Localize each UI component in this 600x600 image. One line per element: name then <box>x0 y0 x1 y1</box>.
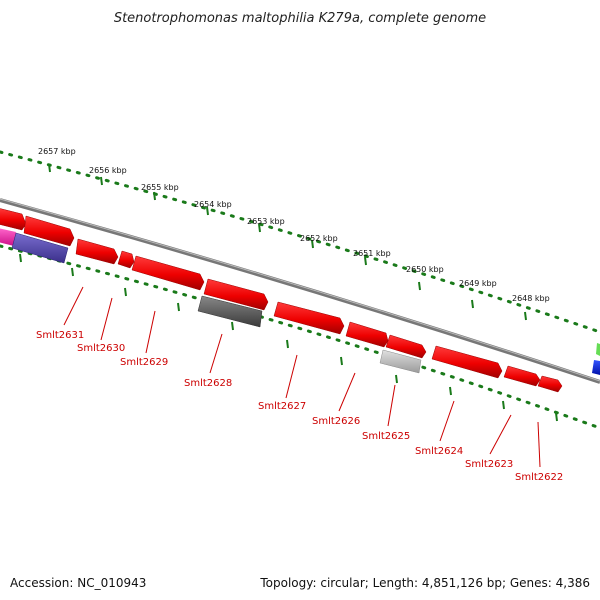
genome-backbone <box>0 198 600 384</box>
gene-label: Smlt2628 <box>184 378 232 389</box>
gene-arrow <box>75 238 119 265</box>
gene-label: Smlt2625 <box>362 431 410 442</box>
ruler-label: 2649 kbp <box>459 279 497 288</box>
gene-arrow <box>537 375 563 393</box>
gene-label: Smlt2622 <box>515 472 563 483</box>
gene-arrow <box>23 215 75 247</box>
inner-ruler <box>0 244 600 430</box>
gene-arrow <box>273 301 345 335</box>
gene-arrow <box>503 365 541 387</box>
gene-block-green <box>596 343 600 356</box>
ruler-label: 2655 kbp <box>141 183 179 192</box>
gene-block-light <box>379 349 422 374</box>
ruler-label: 2648 kbp <box>512 294 550 303</box>
gene-arrow <box>0 208 27 231</box>
gene-leader-lines <box>63 286 541 468</box>
accession-text: Accession: NC_010943 <box>10 576 146 590</box>
ruler-label: 2653 kbp <box>247 217 285 226</box>
inner-ruler-ticks <box>19 253 558 422</box>
gene-arrow <box>345 321 389 348</box>
genome-backbone-highlight <box>0 198 600 382</box>
gene-label: Smlt2627 <box>258 401 306 412</box>
other-features <box>0 228 600 375</box>
gene-arrow <box>385 334 427 359</box>
summary-text: Topology: circular; Length: 4,851,126 bp… <box>259 576 590 590</box>
gene-label: Smlt2626 <box>312 416 360 427</box>
map-title: Stenotrophomonas maltophilia K279a, comp… <box>114 11 486 26</box>
gene-arrow <box>131 255 205 291</box>
gene-arrow <box>203 278 269 311</box>
gene-label: Smlt2624 <box>415 446 463 457</box>
ruler-label: 2652 kbp <box>300 234 338 243</box>
gene-block-purple <box>11 232 69 264</box>
ruler-label: 2651 kbp <box>353 249 391 258</box>
gene-label: Smlt2630 <box>77 343 125 354</box>
gene-label: Smlt2629 <box>120 357 168 368</box>
gene-arrow <box>117 250 135 269</box>
ruler-labels: 2657 kbp 2656 kbp 2655 kbp 2654 kbp 2653… <box>38 147 550 303</box>
ruler-label: 2654 kbp <box>194 200 232 209</box>
ruler-label: 2656 kbp <box>89 166 127 175</box>
gene-arrow <box>431 345 503 379</box>
outer-ruler <box>0 150 600 334</box>
ruler-label: 2657 kbp <box>38 147 76 156</box>
gene-labels: Smlt2631 Smlt2630 Smlt2629 Smlt2628 Smlt… <box>36 330 563 483</box>
ruler-ticks <box>48 163 527 321</box>
gene-block-pink <box>0 228 16 246</box>
ruler-label: 2650 kbp <box>406 265 444 274</box>
forward-genes <box>0 208 563 393</box>
gene-label: Smlt2623 <box>465 459 513 470</box>
gene-label: Smlt2631 <box>36 330 84 341</box>
gene-block-dark <box>197 295 263 328</box>
gene-block-blue <box>592 360 600 375</box>
